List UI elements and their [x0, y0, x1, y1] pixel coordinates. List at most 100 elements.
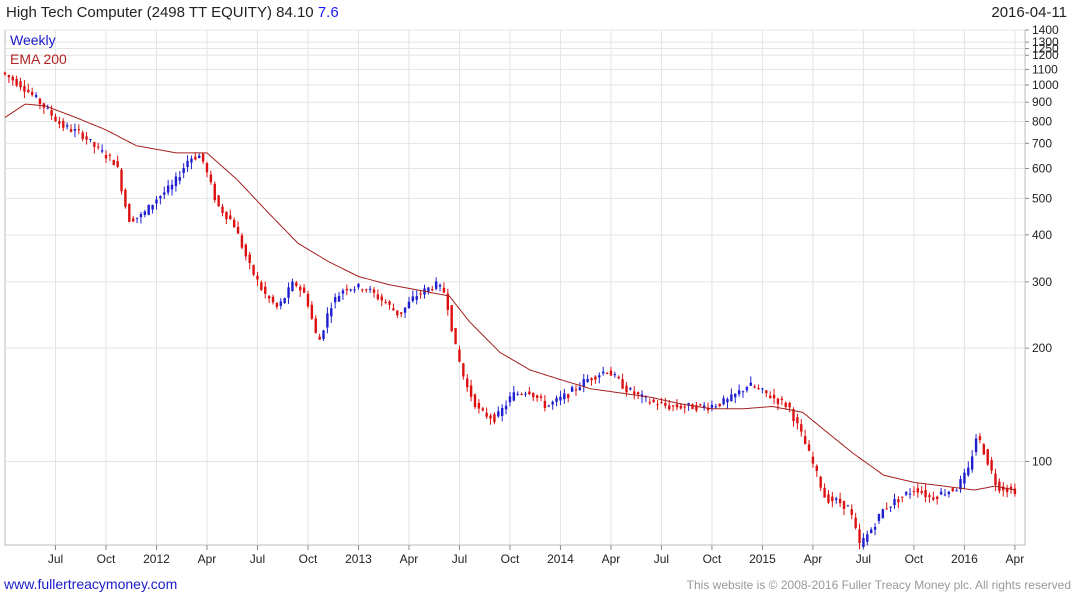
- candle-body: [34, 95, 38, 97]
- candle-body: [372, 289, 376, 293]
- candle-body: [279, 301, 282, 306]
- candle-body: [267, 295, 271, 299]
- candle-body: [869, 529, 873, 534]
- candle-body: [873, 526, 877, 530]
- candle-body: [551, 401, 554, 405]
- x-tick-label: Oct: [703, 552, 722, 566]
- candle-body: [811, 456, 815, 464]
- candle-body: [889, 506, 892, 508]
- candle-body: [318, 336, 321, 340]
- candle-body: [885, 508, 888, 510]
- candle-body: [131, 218, 135, 222]
- candle-body: [970, 456, 974, 470]
- candle-body: [679, 405, 683, 409]
- candle-body: [89, 138, 92, 140]
- candle-body: [734, 393, 737, 398]
- candle-body: [396, 310, 399, 316]
- candle-body: [625, 385, 628, 393]
- x-tick-label: Oct: [299, 552, 318, 566]
- candle-body: [687, 402, 690, 406]
- y-tick-label: 1200: [1032, 48, 1059, 62]
- plot-frame: [4, 29, 1026, 546]
- y-tick-label: 1400: [1032, 23, 1059, 37]
- candle-body: [365, 289, 368, 291]
- candle-body: [108, 154, 112, 156]
- candle-body: [730, 394, 733, 402]
- candle-body: [392, 308, 395, 311]
- candle-body: [807, 444, 811, 451]
- x-tick-label: Oct: [501, 552, 520, 566]
- candle-body: [765, 390, 768, 394]
- candle-body: [943, 494, 947, 496]
- ema-line: [4, 103, 1015, 491]
- candle-body: [271, 296, 275, 303]
- candle-body: [93, 142, 96, 147]
- candle-body: [361, 289, 364, 291]
- x-tick-label: Jul: [856, 552, 871, 566]
- candle-body: [7, 75, 11, 78]
- candle-body: [232, 220, 236, 228]
- candle-body: [547, 405, 550, 407]
- candle-body: [100, 150, 104, 152]
- candle-body: [504, 405, 508, 410]
- candle-body: [295, 282, 298, 286]
- candle-body: [349, 289, 352, 291]
- x-tick-label: Apr: [198, 552, 217, 566]
- candle-body: [726, 399, 729, 403]
- y-tick-label: 300: [1032, 275, 1052, 289]
- candle-body: [124, 189, 127, 207]
- footer-site-link[interactable]: www.fullertreacymoney.com: [4, 576, 178, 592]
- candle-body: [299, 286, 302, 291]
- x-tick-label: Jul: [250, 552, 265, 566]
- candle-body: [761, 388, 764, 390]
- candle-body: [116, 161, 119, 167]
- candle-body: [893, 499, 896, 506]
- y-axis: 1002003004005006007008009001000110012001…: [1025, 23, 1059, 468]
- x-tick-label: Apr: [602, 552, 621, 566]
- y-tick-label: 1300: [1032, 35, 1059, 49]
- candle-body: [928, 495, 931, 498]
- candle-body: [341, 290, 345, 294]
- candle-body: [947, 491, 951, 495]
- candle-body: [613, 374, 617, 376]
- candle-body: [143, 211, 147, 215]
- candle-body: [27, 89, 30, 93]
- candle-body: [998, 481, 1001, 491]
- candle-body: [135, 217, 139, 219]
- y-tick-label: 700: [1032, 136, 1052, 150]
- candle-body: [745, 387, 749, 391]
- candles: [3, 71, 1017, 550]
- candle-body: [916, 488, 919, 493]
- candle-body: [753, 386, 756, 388]
- y-tick-label: 800: [1032, 114, 1052, 128]
- candle-body: [986, 449, 989, 465]
- candle-body: [598, 375, 601, 378]
- x-tick-label: Jul: [654, 552, 669, 566]
- x-tick-label: Apr: [804, 552, 823, 566]
- candle-body: [38, 98, 42, 104]
- x-tick-label: 2015: [749, 552, 776, 566]
- candle-body: [835, 498, 838, 500]
- candle-body: [621, 379, 624, 389]
- candle-body: [112, 160, 115, 166]
- candle-body: [310, 304, 314, 319]
- candle-body: [314, 318, 317, 333]
- candle-body: [19, 81, 22, 88]
- candle-body: [862, 537, 865, 548]
- candle-body: [982, 444, 986, 455]
- candle-body: [858, 529, 861, 544]
- chart-date: 2016-04-11: [991, 4, 1067, 21]
- candle-body: [399, 312, 403, 314]
- candle-body: [174, 176, 178, 187]
- candle-body: [974, 438, 978, 453]
- x-tick-label: Oct: [905, 552, 924, 566]
- candle-body: [788, 402, 791, 408]
- candle-body: [512, 392, 516, 401]
- candle-body: [221, 206, 224, 213]
- candle-body: [539, 396, 543, 398]
- candle-body: [166, 185, 170, 193]
- candle-body: [244, 244, 248, 257]
- candle-body: [901, 496, 904, 498]
- candle-body: [194, 156, 197, 160]
- candle-body: [796, 417, 799, 424]
